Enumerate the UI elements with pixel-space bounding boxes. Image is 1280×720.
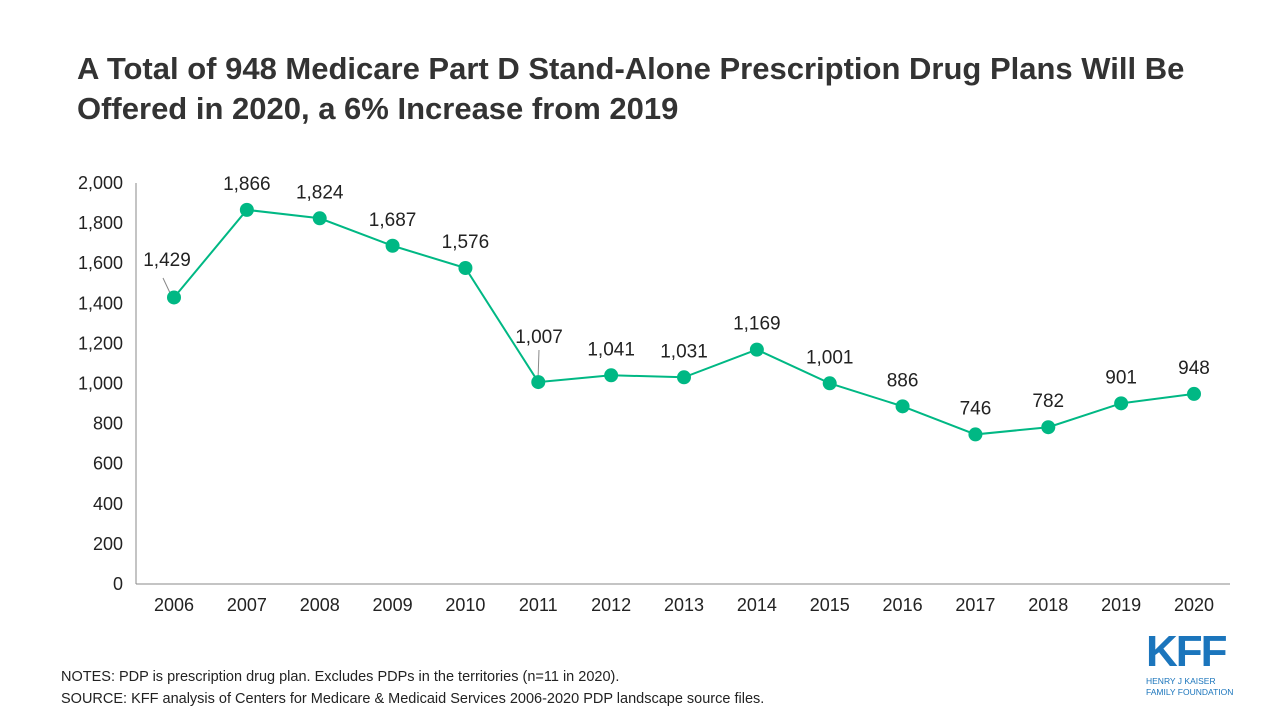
- x-tick-label: 2008: [300, 595, 340, 615]
- y-tick-label: 800: [93, 414, 123, 434]
- x-tick-label: 2016: [883, 595, 923, 615]
- y-tick-label: 1,800: [78, 213, 123, 233]
- y-tick-label: 2,000: [78, 173, 123, 193]
- data-label: 1,429: [143, 250, 191, 271]
- data-point: [239, 202, 254, 217]
- x-tick-label: 2011: [519, 595, 558, 615]
- x-tick-label: 2010: [445, 595, 485, 615]
- x-tick-label: 2020: [1174, 595, 1214, 615]
- chart-title: A Total of 948 Medicare Part D Stand-Alo…: [77, 51, 1185, 126]
- x-tick-label: 2018: [1028, 595, 1068, 615]
- y-tick-label: 0: [113, 574, 123, 594]
- data-label: 948: [1178, 358, 1210, 379]
- x-tick-label: 2012: [591, 595, 631, 615]
- y-tick-label: 1,400: [78, 293, 123, 313]
- x-tick-label: 2019: [1101, 595, 1141, 615]
- x-tick-label: 2007: [227, 595, 267, 615]
- y-tick-label: 1,000: [78, 374, 123, 394]
- x-tick-label: 2006: [154, 595, 194, 615]
- y-tick-label: 200: [93, 534, 123, 554]
- data-label: 1,824: [296, 182, 344, 203]
- data-point: [458, 261, 473, 276]
- data-label: 1,866: [223, 174, 271, 195]
- data-point: [604, 368, 619, 383]
- data-point: [895, 399, 910, 414]
- data-point: [312, 211, 327, 226]
- y-tick-label: 1,600: [78, 253, 123, 273]
- y-tick-label: 1,200: [78, 333, 123, 353]
- y-tick-label: 400: [93, 494, 123, 514]
- data-label: 1,041: [587, 339, 635, 360]
- data-label: 1,007: [515, 327, 563, 348]
- notes-text: NOTES: PDP is prescription drug plan. Ex…: [61, 669, 620, 685]
- leader-line: [537, 349, 540, 381]
- data-point: [677, 370, 691, 385]
- data-label: 1,687: [369, 210, 417, 231]
- data-point: [968, 427, 983, 442]
- x-tick-label: 2014: [737, 595, 777, 615]
- x-tick-label: 2009: [373, 595, 413, 615]
- data-point: [1187, 386, 1201, 401]
- data-point: [167, 290, 181, 305]
- x-tick-label: 2017: [955, 595, 995, 615]
- data-label: 886: [887, 370, 919, 391]
- x-tick-label: 2013: [664, 595, 704, 615]
- logo-mark: KFF: [1146, 627, 1228, 676]
- data-label: 1,031: [660, 341, 708, 362]
- data-point: [1114, 396, 1129, 411]
- data-point: [822, 376, 837, 391]
- data-label: 1,169: [733, 314, 781, 335]
- data-label: 901: [1105, 367, 1137, 388]
- data-point: [531, 375, 546, 390]
- kff-logo: KFF HENRY J KAISER FAMILY FOUNDATION: [1146, 628, 1233, 698]
- logo-line2: FAMILY FOUNDATION: [1146, 687, 1234, 697]
- data-label: 746: [960, 398, 992, 419]
- data-label: 1,001: [806, 347, 854, 368]
- logo-line1: HENRY J KAISER: [1146, 676, 1216, 686]
- data-point: [385, 238, 400, 253]
- data-label: 1,576: [442, 232, 490, 253]
- footnotes: NOTES: PDP is prescription drug plan. Ex…: [61, 666, 764, 710]
- data-point: [1041, 420, 1056, 435]
- y-tick-label: 600: [93, 454, 123, 474]
- x-tick-label: 2015: [810, 595, 850, 615]
- source-text: SOURCE: KFF analysis of Centers for Medi…: [61, 691, 765, 707]
- data-point: [749, 342, 764, 357]
- data-label: 782: [1032, 391, 1064, 412]
